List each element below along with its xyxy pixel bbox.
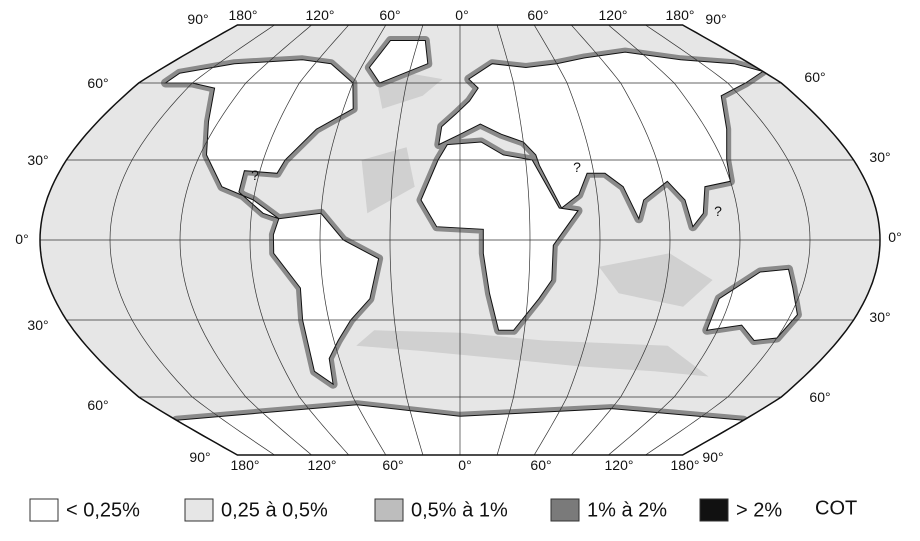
unknown-mark: ? [573,159,581,175]
longitude-label: 0° [455,7,468,23]
latitude-label: 0° [888,229,901,245]
legend-label: < 0,25% [66,499,140,521]
longitude-label: 0° [458,457,471,473]
longitude-label: 90° [187,11,208,27]
latitude-label: 60° [87,75,108,91]
unknown-mark: ? [251,167,259,183]
latitude-label: 0° [15,231,28,247]
latitude-label: 30° [869,309,890,325]
longitude-label: 90° [702,449,723,465]
longitude-label: 120° [599,7,628,23]
longitude-label: 60° [379,7,400,23]
band [356,330,709,377]
legend-swatch [699,498,729,522]
latitude-label: 30° [869,149,890,165]
legend-label: > 2% [736,499,782,521]
legend-unit: COT [815,497,857,519]
longitude-label: 120° [306,7,335,23]
band [599,253,713,307]
legend-swatch [29,498,59,522]
map-body [40,25,880,455]
legend-swatch [374,498,404,522]
longitude-label: 60° [530,457,551,473]
land [368,40,429,84]
land [163,59,354,220]
land [272,212,380,386]
latitude-label: 30° [27,317,48,333]
land [706,268,798,342]
band [378,73,443,109]
longitude-label: 120° [605,457,634,473]
legend-label: 0,5% à 1% [411,499,508,521]
legend-swatch [184,498,214,522]
map-labels: 90° 180° 120° 60° 0° 60° 120° 180° 90°90° 180° 120… [15,7,901,473]
latitude-label: 60° [87,397,108,413]
latitude-label: 30° [27,152,48,168]
longitude-label: 120° [308,457,337,473]
longitude-label: 180° [666,7,695,23]
unknown-mark: ? [714,203,722,219]
legend: < 0,25% 0,25 à 0,5% 0,5% à 1% 1% à 2% > 2% CO… [29,497,857,522]
band [361,147,415,214]
map-outline [39,24,881,456]
legend-swatch [550,498,580,522]
latitude-label: 60° [809,389,830,405]
longitude-label: 60° [527,7,548,23]
land [438,51,765,228]
longitude-label: 90° [189,449,210,465]
legend-label: 0,25 à 0,5% [221,499,328,521]
longitude-label: 60° [382,457,403,473]
longitude-label: 180° [671,457,700,473]
latitude-label: 60° [804,69,825,85]
longitude-label: 180° [231,457,260,473]
longitude-label: 180° [229,7,258,23]
legend-label: 1% à 2% [587,499,667,521]
longitude-label: 90° [705,11,726,27]
